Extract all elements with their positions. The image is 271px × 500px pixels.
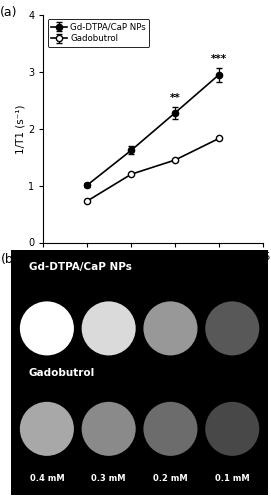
- Text: (b): (b): [1, 252, 19, 266]
- Ellipse shape: [205, 402, 259, 456]
- Ellipse shape: [82, 402, 136, 456]
- Text: 0.2 mM: 0.2 mM: [153, 474, 188, 483]
- Ellipse shape: [20, 302, 74, 356]
- Ellipse shape: [205, 302, 259, 356]
- Text: (a): (a): [0, 6, 17, 19]
- Legend: Gd-DTPA/CaP NPs, Gadobutrol: Gd-DTPA/CaP NPs, Gadobutrol: [48, 20, 149, 47]
- Y-axis label: 1/T1 (s⁻¹): 1/T1 (s⁻¹): [15, 104, 25, 154]
- Ellipse shape: [143, 302, 198, 356]
- X-axis label: [Gd-DTPA], (mM): [Gd-DTPA], (mM): [109, 264, 197, 274]
- Text: **: **: [170, 93, 180, 103]
- Ellipse shape: [82, 302, 136, 356]
- Ellipse shape: [20, 402, 74, 456]
- Text: Gd-DTPA/CaP NPs: Gd-DTPA/CaP NPs: [29, 262, 132, 272]
- Ellipse shape: [143, 402, 198, 456]
- Text: 0.3 mM: 0.3 mM: [91, 474, 126, 483]
- Text: 0.4 mM: 0.4 mM: [30, 474, 64, 483]
- Text: Gadobutrol: Gadobutrol: [29, 368, 95, 378]
- Text: ***: ***: [211, 54, 227, 64]
- Text: 0.1 mM: 0.1 mM: [215, 474, 250, 483]
